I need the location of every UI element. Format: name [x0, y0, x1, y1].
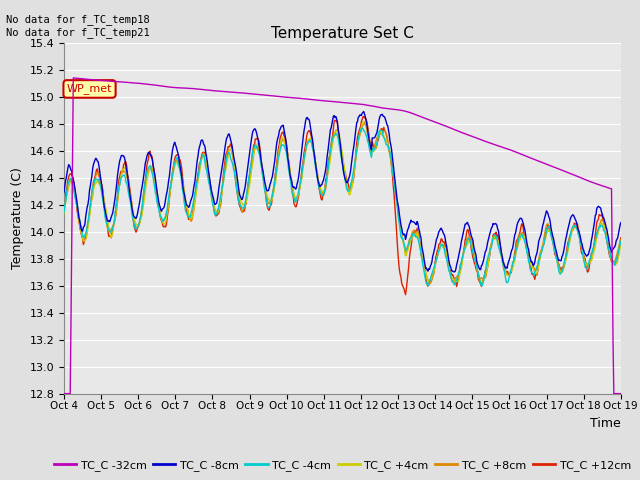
TC_C -8cm — [617, 220, 625, 226]
TC_C -4cm — [617, 239, 625, 244]
Line: TC_C -32cm: TC_C -32cm — [64, 78, 621, 394]
TC_C +4cm — [60, 211, 68, 216]
TC_C +12cm — [360, 114, 367, 120]
TC_C +8cm — [214, 208, 221, 214]
TC_C -4cm — [184, 214, 192, 220]
TC_C -4cm — [70, 190, 78, 195]
TC_C -32cm — [411, 111, 419, 117]
TC_C -8cm — [411, 220, 419, 226]
TC_C +8cm — [617, 237, 625, 242]
TC_C -4cm — [411, 232, 419, 238]
TC_C +8cm — [70, 180, 78, 186]
TC_C -32cm — [185, 85, 193, 91]
TC_C +12cm — [184, 213, 192, 219]
TC_C +4cm — [479, 280, 487, 286]
TC_C +8cm — [428, 277, 436, 283]
TC_C +4cm — [428, 277, 435, 283]
TC_C +4cm — [214, 209, 221, 215]
TC_C +4cm — [411, 231, 419, 237]
TC_C +8cm — [184, 210, 192, 216]
TC_C -4cm — [428, 274, 435, 279]
TC_C +8cm — [426, 280, 434, 286]
TC_C +12cm — [402, 292, 410, 298]
TC_C +4cm — [617, 241, 625, 247]
TC_C +4cm — [127, 201, 135, 206]
TC_C -32cm — [70, 75, 77, 81]
TC_C +12cm — [428, 276, 436, 281]
TC_C -32cm — [428, 118, 435, 123]
TC_C +8cm — [411, 228, 419, 233]
TC_C +12cm — [617, 235, 625, 240]
Y-axis label: Temperature (C): Temperature (C) — [11, 168, 24, 269]
TC_C +4cm — [184, 207, 192, 213]
TC_C -32cm — [60, 391, 68, 396]
TC_C +8cm — [360, 119, 368, 125]
Title: Temperature Set C: Temperature Set C — [271, 25, 414, 41]
TC_C -4cm — [478, 283, 486, 288]
Legend: TC_C -32cm, TC_C -8cm, TC_C -4cm, TC_C +4cm, TC_C +8cm, TC_C +12cm: TC_C -32cm, TC_C -8cm, TC_C -4cm, TC_C +… — [50, 456, 635, 476]
X-axis label: Time: Time — [590, 417, 621, 430]
TC_C +12cm — [412, 228, 419, 233]
TC_C +12cm — [70, 182, 78, 188]
TC_C +12cm — [214, 212, 221, 217]
TC_C -8cm — [428, 262, 435, 267]
Line: TC_C -4cm: TC_C -4cm — [64, 128, 621, 286]
TC_C +8cm — [127, 198, 135, 204]
TC_C -8cm — [70, 180, 78, 186]
TC_C -4cm — [214, 209, 221, 215]
TC_C -8cm — [127, 201, 135, 207]
TC_C -4cm — [358, 125, 366, 131]
TC_C +4cm — [360, 119, 368, 124]
TC_C -8cm — [214, 197, 221, 203]
Line: TC_C +8cm: TC_C +8cm — [64, 122, 621, 283]
TC_C -32cm — [128, 80, 136, 85]
Text: No data for f_TC_temp18
No data for f_TC_temp21: No data for f_TC_temp18 No data for f_TC… — [6, 14, 150, 38]
TC_C -4cm — [60, 209, 68, 215]
Line: TC_C -8cm: TC_C -8cm — [64, 111, 621, 272]
TC_C -4cm — [127, 206, 135, 212]
TC_C -8cm — [184, 203, 192, 209]
Line: TC_C +12cm: TC_C +12cm — [64, 117, 621, 295]
TC_C -8cm — [60, 190, 68, 195]
Line: TC_C +4cm: TC_C +4cm — [64, 121, 621, 283]
TC_C -8cm — [450, 269, 458, 275]
TC_C +12cm — [60, 204, 68, 210]
TC_C -32cm — [617, 391, 625, 396]
TC_C +8cm — [60, 207, 68, 213]
TC_C -32cm — [71, 75, 79, 81]
TC_C -32cm — [214, 88, 222, 94]
TC_C -8cm — [360, 108, 367, 114]
TC_C +4cm — [70, 185, 78, 191]
TC_C +12cm — [127, 198, 135, 204]
Text: WP_met: WP_met — [67, 84, 112, 95]
